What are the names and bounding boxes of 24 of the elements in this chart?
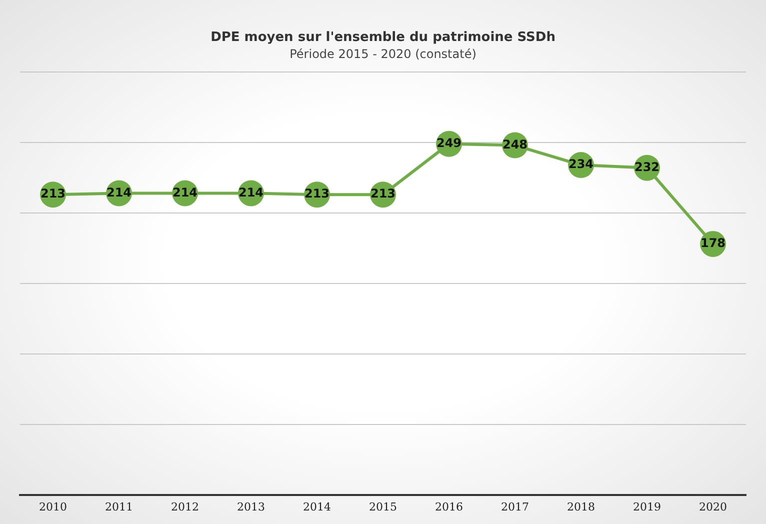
data-label: 213 (304, 186, 330, 201)
data-label: 214 (172, 185, 198, 200)
data-label: 214 (238, 185, 264, 200)
x-tick-label: 2013 (237, 500, 265, 514)
x-tick-label: 2020 (699, 500, 727, 514)
chart-subtitle: Période 2015 - 2020 (constaté) (290, 46, 476, 61)
x-tick-label: 2014 (303, 500, 331, 514)
x-tick-label: 2016 (435, 500, 463, 514)
data-label: 178 (700, 236, 726, 250)
data-label: 213 (370, 186, 396, 201)
x-tick-label: 2012 (171, 500, 199, 514)
chart-title: DPE moyen sur l'ensemble du patrimoine SSDh (210, 30, 556, 46)
data-label: 249 (436, 136, 462, 150)
x-tick-label: 2010 (39, 500, 67, 514)
x-tick-label: 2011 (105, 500, 133, 514)
data-label: 232 (634, 160, 660, 174)
x-tick-label: 2015 (369, 500, 397, 514)
data-label: 213 (40, 186, 66, 201)
data-label: 248 (502, 137, 528, 152)
x-tick-label: 2017 (501, 500, 529, 514)
data-label: 214 (106, 185, 132, 200)
data-label: 234 (568, 157, 594, 172)
x-tick-label: 2018 (567, 500, 595, 514)
x-tick-label: 2019 (633, 500, 661, 514)
